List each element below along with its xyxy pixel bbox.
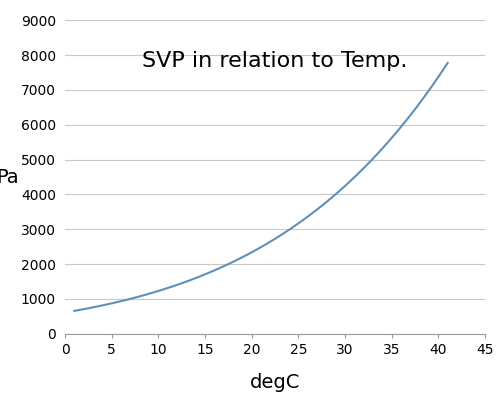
Y-axis label: Pa: Pa (0, 168, 18, 186)
X-axis label: degC: degC (250, 374, 300, 392)
Text: SVP in relation to Temp.: SVP in relation to Temp. (142, 51, 408, 71)
